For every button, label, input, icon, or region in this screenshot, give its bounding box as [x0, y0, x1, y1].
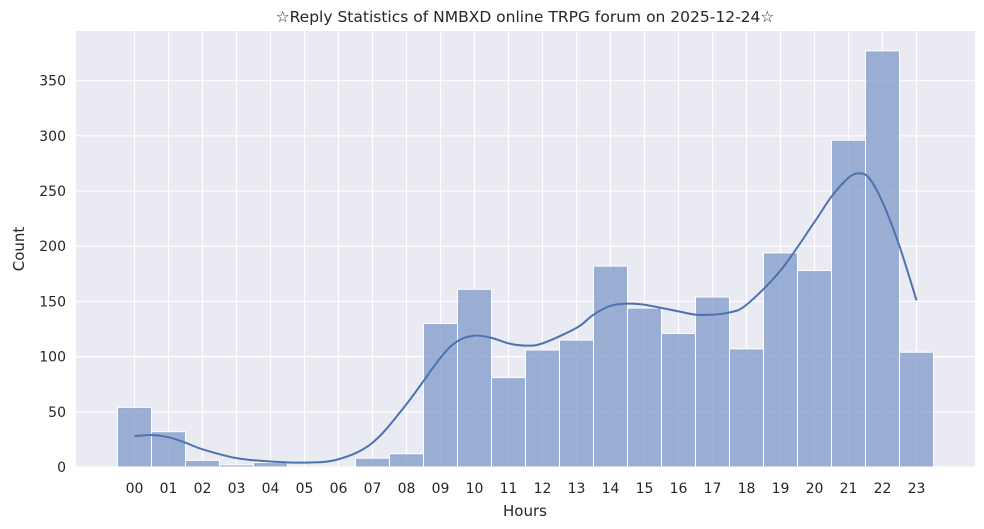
bar-16: [661, 332, 696, 468]
y-tick-label: 50: [48, 405, 66, 421]
bar-17: [695, 296, 730, 468]
y-tick-label: 350: [39, 74, 66, 90]
bar-18: [729, 348, 764, 468]
x-tick-label: 14: [602, 481, 620, 497]
x-tick-label: 05: [296, 481, 314, 497]
bar-23: [899, 351, 934, 468]
bar-04: [253, 462, 288, 468]
y-tick-label: 150: [39, 294, 66, 310]
bar-08: [389, 453, 424, 468]
x-tick-label: 20: [806, 481, 824, 497]
bar-22: [865, 50, 900, 468]
x-tick-label: 12: [534, 481, 552, 497]
x-tick-label: 07: [364, 481, 382, 497]
x-tick-label: 00: [126, 481, 144, 497]
x-tick-label: 01: [160, 481, 178, 497]
x-tick-label: 02: [194, 481, 212, 497]
bar-21: [831, 139, 866, 468]
bar-12: [525, 349, 560, 468]
bar-03: [219, 464, 254, 468]
x-tick-label: 10: [466, 481, 484, 497]
x-tick-labels: 00 01 02 03 04 05 06 07 08 09 10 11 12 13 14 15 16 17 18 19…: [126, 481, 926, 497]
bar-19: [763, 252, 798, 468]
x-tick-label: 23: [908, 481, 926, 497]
x-tick-label: 13: [568, 481, 586, 497]
x-tick-label: 19: [772, 481, 790, 497]
x-tick-label: 22: [874, 481, 892, 497]
y-tick-label: 100: [39, 350, 66, 366]
x-tick-label: 21: [840, 481, 858, 497]
x-tick-label: 08: [398, 481, 416, 497]
x-axis-label: Hours: [503, 502, 547, 520]
bar-10: [457, 288, 492, 468]
chart-title: ☆Reply Statistics of NMBXD online TRPG f…: [276, 8, 775, 26]
bar-14: [593, 265, 628, 468]
y-axis-label: Count: [10, 227, 28, 272]
x-tick-label: 06: [330, 481, 348, 497]
x-tick-label: 09: [432, 481, 450, 497]
x-tick-label: 04: [262, 481, 280, 497]
y-tick-label: 250: [39, 184, 66, 200]
y-tick-label: 200: [39, 239, 66, 255]
y-tick-label: 300: [39, 129, 66, 145]
bar-15: [627, 307, 662, 468]
y-tick-labels: 0 50 100 150 200 250 300 350: [39, 74, 66, 476]
bar-00: [117, 406, 152, 468]
y-tick-label: 0: [57, 460, 66, 476]
bar-13: [559, 339, 594, 468]
histogram-bars: [117, 50, 934, 468]
x-tick-label: 15: [636, 481, 654, 497]
x-tick-label: 03: [228, 481, 246, 497]
bar-07: [355, 457, 390, 468]
bar-09: [423, 323, 458, 468]
x-tick-label: 16: [670, 481, 688, 497]
x-tick-label: 17: [704, 481, 722, 497]
bar-02: [185, 459, 220, 468]
bar-20: [797, 270, 832, 468]
bar-11: [491, 377, 526, 468]
x-tick-label: 11: [500, 481, 518, 497]
kde-curve: [134, 172, 918, 464]
x-tick-label: 18: [738, 481, 756, 497]
